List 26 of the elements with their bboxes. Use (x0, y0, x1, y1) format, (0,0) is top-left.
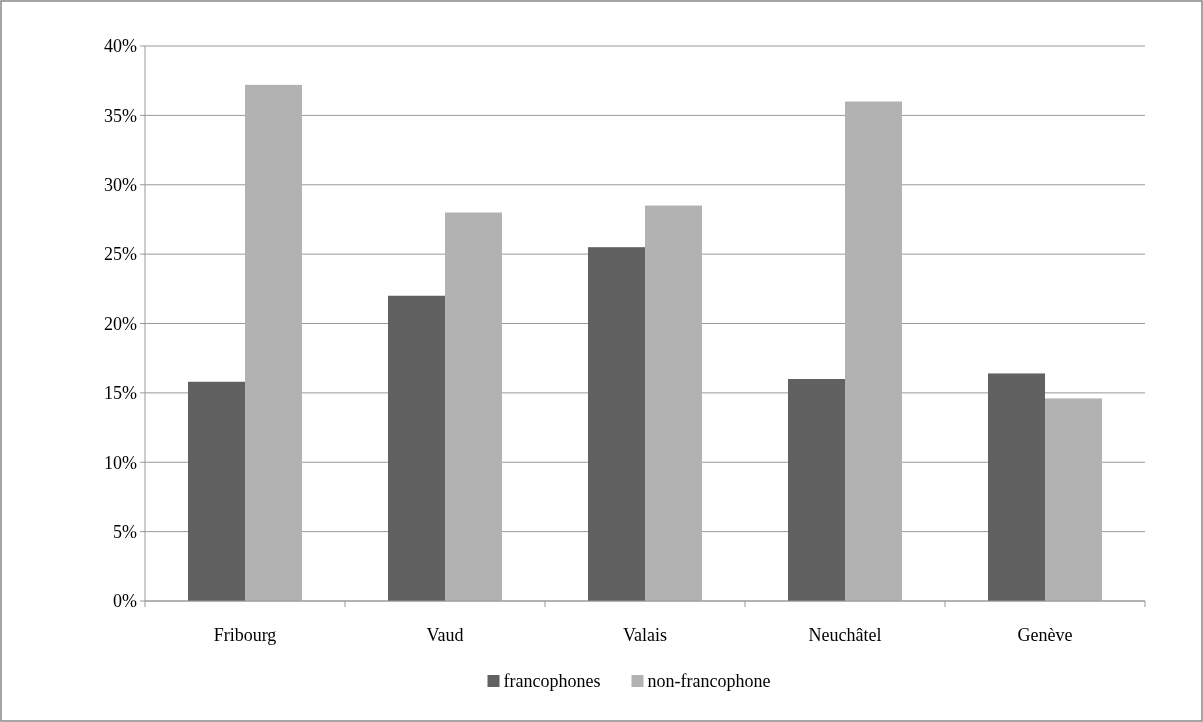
y-tick-label: 25% (104, 244, 137, 265)
x-tick-label: Vaud (426, 625, 464, 645)
y-tick-label: 20% (104, 313, 137, 334)
bar (388, 295, 445, 601)
bar (845, 101, 902, 601)
y-tick-label: 5% (113, 521, 137, 542)
x-tick-label: Genève (1017, 625, 1073, 645)
bar (588, 247, 645, 601)
x-tick-label: Valais (623, 625, 667, 645)
x-tick-label: Neuchâtel (808, 625, 882, 645)
y-tick-label: 35% (104, 105, 137, 126)
bar (188, 381, 245, 601)
legend-label: non-francophone (647, 671, 771, 691)
y-tick-label: 0% (113, 591, 137, 612)
y-tick-label: 15% (104, 383, 137, 404)
bar (445, 212, 502, 601)
bar (645, 205, 702, 601)
y-tick-label: 10% (104, 452, 137, 473)
legend-label: francophones (503, 671, 601, 691)
y-tick-label: 40% (104, 36, 137, 57)
bar (788, 379, 845, 601)
x-tick-label: Fribourg (213, 625, 277, 645)
bar (245, 84, 302, 601)
bar (988, 373, 1045, 601)
y-tick-label: 30% (104, 175, 137, 196)
bar (1045, 398, 1102, 601)
